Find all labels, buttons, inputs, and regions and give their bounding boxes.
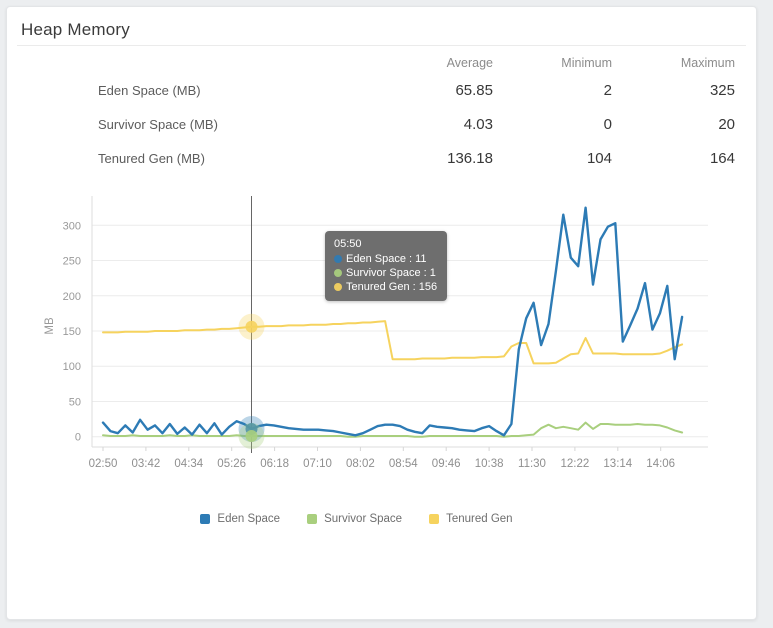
x-tick-label: 08:02 [346,458,375,470]
series-line-tenured-gen [102,320,684,365]
y-tick-label: 300 [63,220,81,232]
eden-minimum: 2 [603,81,612,99]
x-tick-label: 09:46 [432,458,461,470]
x-tick-label: 07:10 [303,458,332,470]
stats-header-average: Average [446,56,493,70]
y-tick-label: 200 [63,291,81,303]
survivor-minimum: 0 [603,115,612,133]
x-tick-label: 11:30 [518,458,546,470]
tooltip-item-tenured-gen: Tenured Gen : 156 [334,280,437,294]
tooltip-item-text: Tenured Gen : 156 [346,281,438,293]
x-tick-label: 08:54 [389,458,418,470]
stats-table: Average Minimum Maximum Eden Space (MB) … [98,53,735,175]
y-tick-label: 100 [63,361,81,373]
table-row-eden-space: Eden Space (MB) 65.85 2 325 [98,73,735,107]
stats-header-maximum: Maximum [680,56,735,70]
y-tick-label: 50 [69,396,81,408]
x-tick-label: 02:50 [89,458,118,470]
y-tick-label: 0 [75,432,81,444]
stats-header-row: Average Minimum Maximum [98,53,735,73]
x-tick-label: 05:26 [217,458,246,470]
row-label: Tenured Gen (MB) [98,150,205,166]
y-tick-label: 150 [63,326,81,338]
survivor-maximum: 20 [718,115,735,133]
row-label: Survivor Space (MB) [98,116,218,132]
legend-item-eden-space[interactable]: Eden Space [200,513,280,525]
highlight-dot-tenured-gen [245,320,258,333]
eden-maximum: 325 [709,81,735,99]
x-tick-label: 12:22 [561,458,590,470]
card-title: Heap Memory [21,20,130,39]
legend-swatch [429,514,440,524]
y-tick-label: 250 [63,256,81,268]
legend-label: Eden Space [217,513,281,525]
x-tick-label: 06:18 [260,458,289,470]
tenured-minimum: 104 [586,149,612,167]
tenured-average: 136.18 [447,149,493,167]
tooltip-items: Eden Space : 11 Survivor Space : 1 Tenured… [334,252,437,294]
title-divider [17,45,746,46]
legend-swatch [200,514,211,524]
tooltip-item-text: Survivor Space : 1 [346,267,436,279]
legend-item-tenured-gen[interactable]: Tenured Gen [429,513,513,525]
heap-memory-card: Heap Memory Average Minimum Maximum Eden… [6,6,757,620]
tooltip-time: 05:50 [334,238,362,250]
table-row-survivor-space: Survivor Space (MB) 4.03 0 20 [98,107,735,141]
highlight-dot-survivor-space [245,429,258,442]
x-tick-label: 04:34 [174,458,203,470]
tooltip-series-dot [334,283,342,291]
x-tick-label: 03:42 [132,458,161,470]
chart-tooltip: 05:50 Eden Space : 11 Survivor Space : 1 T… [325,231,448,301]
tooltip-item-survivor-space: Survivor Space : 1 [334,266,437,280]
eden-average: 65.85 [455,81,493,99]
tooltip-item-text: Eden Space : 11 [346,253,427,265]
tenured-maximum: 164 [709,149,735,167]
x-tick-label: 14:06 [646,458,675,470]
legend-label: Survivor Space [324,513,403,525]
table-row-tenured-gen: Tenured Gen (MB) 136.18 104 164 [98,141,735,175]
series-line-eden-space [101,206,684,437]
legend-item-survivor-space[interactable]: Survivor Space [307,513,402,525]
tooltip-series-dot [334,255,342,263]
row-label: Eden Space (MB) [98,82,201,98]
survivor-average: 4.03 [463,115,493,133]
x-tick-label: 13:14 [603,458,632,470]
chart-legend: Eden Space Survivor Space Tenured Gen [7,513,706,525]
x-tick-label: 10:38 [475,458,504,470]
series-line-survivor-space [102,421,684,438]
legend-swatch [307,514,318,524]
legend-label: Tenured Gen [446,513,513,525]
tooltip-item-eden-space: Eden Space : 11 [334,252,437,266]
tooltip-series-dot [334,269,342,277]
stats-header-minimum: Minimum [561,56,612,70]
